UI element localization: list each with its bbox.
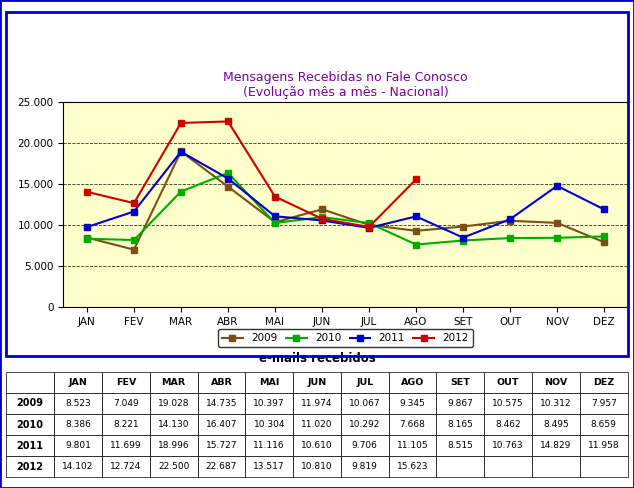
2009: [83, 235, 91, 241]
2009: [459, 224, 467, 229]
Text: e-mails recebidos: e-mails recebidos: [259, 352, 375, 365]
2009: [130, 247, 138, 253]
2011: [600, 206, 608, 212]
2011: [318, 218, 326, 224]
2010: [224, 170, 232, 176]
2011: [177, 149, 184, 155]
2012: [365, 224, 373, 230]
2009: [365, 222, 373, 228]
2010: [271, 220, 279, 226]
2010: [83, 236, 91, 242]
Title: Mensagens Recebidas no Fale Conosco
(Evolução mês a mês - Nacional): Mensagens Recebidas no Fale Conosco (Evo…: [223, 71, 468, 99]
2010: [365, 220, 373, 226]
2009: [412, 228, 420, 234]
2011: [130, 208, 138, 214]
2009: [177, 148, 184, 154]
2010: [130, 237, 138, 243]
2011: [507, 216, 514, 222]
2009: [318, 206, 326, 212]
Line: 2009: 2009: [84, 149, 607, 252]
Line: 2012: 2012: [84, 119, 419, 230]
Legend: 2009, 2010, 2011, 2012: 2009, 2010, 2011, 2012: [218, 329, 473, 347]
2011: [365, 225, 373, 231]
2012: [318, 216, 326, 222]
2009: [553, 220, 561, 226]
2009: [600, 239, 608, 245]
2012: [412, 177, 420, 183]
2011: [271, 213, 279, 219]
2010: [318, 214, 326, 220]
2009: [271, 219, 279, 225]
Line: 2011: 2011: [84, 149, 607, 241]
2009: [224, 183, 232, 189]
2012: [271, 194, 279, 200]
2010: [600, 234, 608, 240]
2010: [553, 235, 561, 241]
2012: [224, 119, 232, 124]
2011: [412, 213, 420, 219]
2010: [177, 189, 184, 195]
2011: [83, 224, 91, 230]
2012: [177, 120, 184, 126]
2011: [224, 176, 232, 182]
2011: [553, 183, 561, 189]
2009: [507, 218, 514, 224]
Line: 2010: 2010: [84, 170, 607, 247]
2010: [412, 242, 420, 247]
2011: [459, 235, 467, 241]
2010: [507, 235, 514, 241]
2012: [83, 189, 91, 195]
2010: [459, 238, 467, 244]
2012: [130, 200, 138, 206]
